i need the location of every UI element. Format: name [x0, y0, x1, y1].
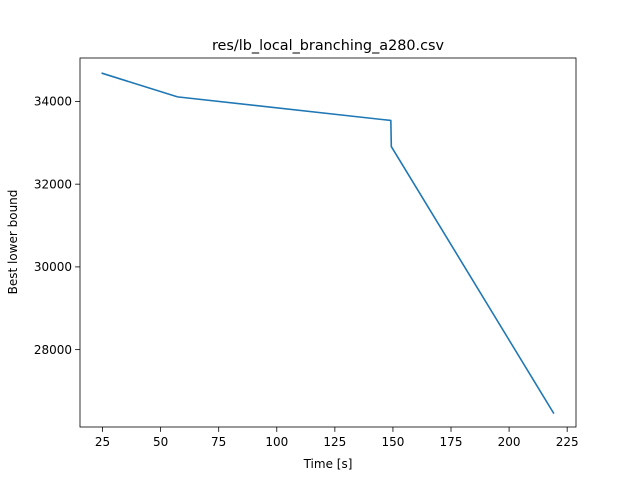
x-tick-label: 200 — [498, 435, 521, 449]
series-line — [101, 72, 555, 415]
x-tick-label: 150 — [381, 435, 404, 449]
x-tick-label: 100 — [265, 435, 288, 449]
x-tick-label: 225 — [556, 435, 579, 449]
y-tick-label: 28000 — [34, 343, 72, 357]
x-tick-label: 125 — [323, 435, 346, 449]
plot-area — [101, 72, 555, 415]
y-axis-ticks: 28000 30000 32000 34000 — [34, 95, 80, 357]
x-tick-label: 175 — [440, 435, 463, 449]
x-tick-label: 50 — [153, 435, 168, 449]
x-axis-ticks: 25 50 75 100 125 150 175 200 225 — [95, 427, 579, 449]
x-tick-label: 25 — [95, 435, 110, 449]
x-tick-label: 75 — [211, 435, 226, 449]
chart-title: res/lb_local_branching_a280.csv — [212, 38, 445, 54]
x-axis-label: Time [s] — [303, 457, 353, 471]
y-tick-label: 34000 — [34, 95, 72, 109]
y-tick-label: 32000 — [34, 177, 72, 191]
y-axis-label: Best lower bound — [6, 190, 20, 295]
axes-frame — [79, 57, 577, 428]
y-tick-label: 30000 — [34, 260, 72, 274]
